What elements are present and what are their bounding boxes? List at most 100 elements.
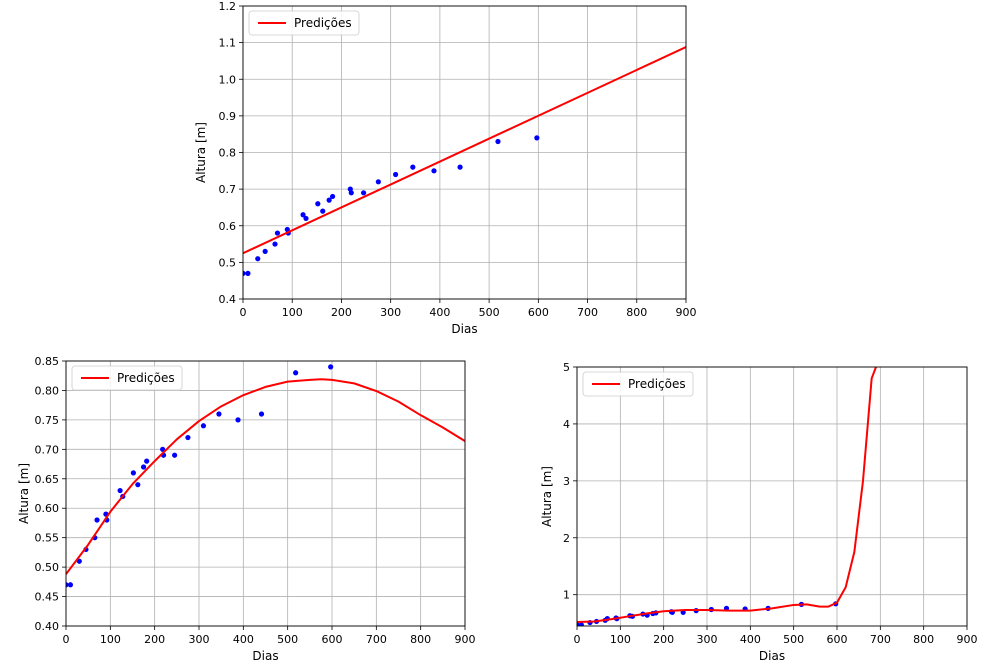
- plot-area: [66, 364, 465, 588]
- y-tick-label: 0.40: [35, 620, 60, 633]
- legend: Predições: [248, 10, 360, 36]
- data-point: [200, 423, 207, 429]
- legend: Predições: [71, 365, 183, 391]
- y-tick-label: 1.1: [219, 37, 237, 50]
- data-point: [293, 370, 299, 376]
- y-tick-label: 1.2: [219, 0, 237, 13]
- x-tick-label: 100: [610, 633, 631, 646]
- data-point: [375, 179, 381, 185]
- x-tick-label: 600: [528, 306, 549, 319]
- x-tick-label: 600: [322, 633, 343, 646]
- x-tick-label: 0: [574, 633, 581, 646]
- y-tick-label: 0.65: [35, 473, 60, 486]
- legend-label: Predições: [628, 377, 686, 391]
- legend-box: [71, 365, 183, 391]
- y-tick-label: 0.75: [35, 414, 60, 427]
- legend-box: [248, 10, 360, 36]
- y-tick-label: 1: [563, 589, 570, 602]
- data-point: [135, 482, 141, 488]
- data-point: [315, 201, 321, 207]
- data-point: [360, 190, 367, 196]
- x-axis-label: Dias: [252, 649, 278, 663]
- data-point: [258, 411, 265, 417]
- x-tick-label: 300: [189, 633, 210, 646]
- y-tick-label: 0.80: [35, 384, 60, 397]
- data-point: [140, 464, 147, 470]
- y-tick-label: 4: [563, 418, 570, 431]
- data-point: [348, 190, 354, 196]
- data-point: [255, 256, 261, 262]
- y-axis-label: Altura [m]: [194, 122, 208, 183]
- x-axis-label: Dias: [759, 649, 785, 663]
- x-tick-label: 900: [455, 633, 476, 646]
- x-tick-label: 800: [410, 633, 431, 646]
- y-tick-label: 0.5: [219, 256, 237, 269]
- data-point: [303, 215, 309, 222]
- x-tick-label: 900: [676, 306, 697, 319]
- chart-3: 0 100 200 300 400 500 600 700 800 900 1 2 3 4 5 Dias Alt…: [540, 361, 978, 663]
- y-tick-label: 0.9: [219, 110, 237, 123]
- data-point: [94, 517, 100, 523]
- x-tick-label: 300: [697, 633, 718, 646]
- data-point: [320, 208, 326, 214]
- prediction-line: [66, 378, 465, 575]
- x-tick-label: 200: [144, 633, 165, 646]
- data-point: [431, 168, 437, 174]
- data-point: [328, 364, 334, 370]
- prediction-line: [577, 367, 877, 624]
- plot-area: [577, 367, 877, 626]
- data-point: [144, 458, 150, 464]
- x-tick-label: 700: [577, 306, 598, 319]
- x-axis-label: Dias: [451, 322, 477, 336]
- x-tick-label: 300: [380, 306, 401, 319]
- data-point: [66, 582, 69, 588]
- data-point: [272, 241, 278, 247]
- data-point: [457, 164, 463, 170]
- data-point: [392, 171, 399, 178]
- y-axis-label: Altura [m]: [540, 466, 554, 527]
- legend: Predições: [582, 371, 694, 397]
- x-tick-label: 500: [783, 633, 804, 646]
- x-tick-label: 0: [240, 306, 247, 319]
- prediction-line: [243, 46, 686, 255]
- legend-label: Predições: [294, 16, 352, 30]
- y-tick-label: 0.55: [35, 532, 60, 545]
- data-point: [67, 582, 74, 588]
- data-point: [410, 164, 416, 170]
- y-tick-label: 0.7: [219, 183, 237, 196]
- grid: [576, 366, 968, 626]
- data-point: [216, 411, 222, 417]
- y-tick-label: 0.70: [35, 443, 60, 456]
- data-point: [235, 417, 241, 423]
- x-tick-label: 700: [366, 633, 387, 646]
- x-tick-label: 900: [957, 633, 978, 646]
- data-point: [274, 230, 281, 236]
- y-tick-label: 2: [563, 532, 570, 545]
- x-tick-label: 800: [913, 633, 934, 646]
- x-tick-label: 500: [277, 633, 298, 646]
- axes-frame: [65, 360, 466, 627]
- x-tick-label: 200: [653, 633, 674, 646]
- data-point: [495, 138, 501, 145]
- y-tick-label: 5: [563, 361, 570, 374]
- y-tick-label: 0.45: [35, 591, 60, 604]
- legend-box: [582, 371, 694, 397]
- x-tick-label: 500: [479, 306, 500, 319]
- x-tick-label: 400: [233, 633, 254, 646]
- data-point: [172, 452, 178, 458]
- data-point: [329, 193, 336, 200]
- data-point: [326, 197, 332, 203]
- y-tick-label: 0.8: [219, 147, 237, 160]
- y-tick-label: 3: [563, 475, 570, 488]
- x-tick-label: 200: [331, 306, 352, 319]
- data-point: [185, 434, 191, 441]
- x-tick-label: 100: [100, 633, 121, 646]
- x-tick-label: 100: [282, 306, 303, 319]
- y-tick-label: 1.0: [219, 73, 237, 86]
- x-tick-label: 400: [429, 306, 450, 319]
- axes-frame: [576, 366, 968, 627]
- chart-2: 0 100 200 300 400 500 600 700 800 900 0.40 0.45 0.50…: [17, 355, 476, 663]
- x-tick-label: 400: [740, 633, 761, 646]
